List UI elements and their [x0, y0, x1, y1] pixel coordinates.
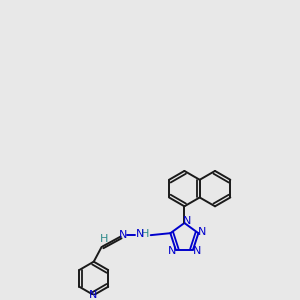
Text: N: N: [136, 229, 144, 239]
Text: N: N: [193, 246, 201, 256]
Text: N: N: [183, 216, 191, 226]
Text: H: H: [141, 229, 149, 239]
Text: N: N: [168, 246, 176, 256]
Text: N: N: [198, 227, 206, 237]
Text: N: N: [119, 230, 128, 240]
Text: H: H: [100, 234, 109, 244]
Text: N: N: [88, 290, 97, 300]
